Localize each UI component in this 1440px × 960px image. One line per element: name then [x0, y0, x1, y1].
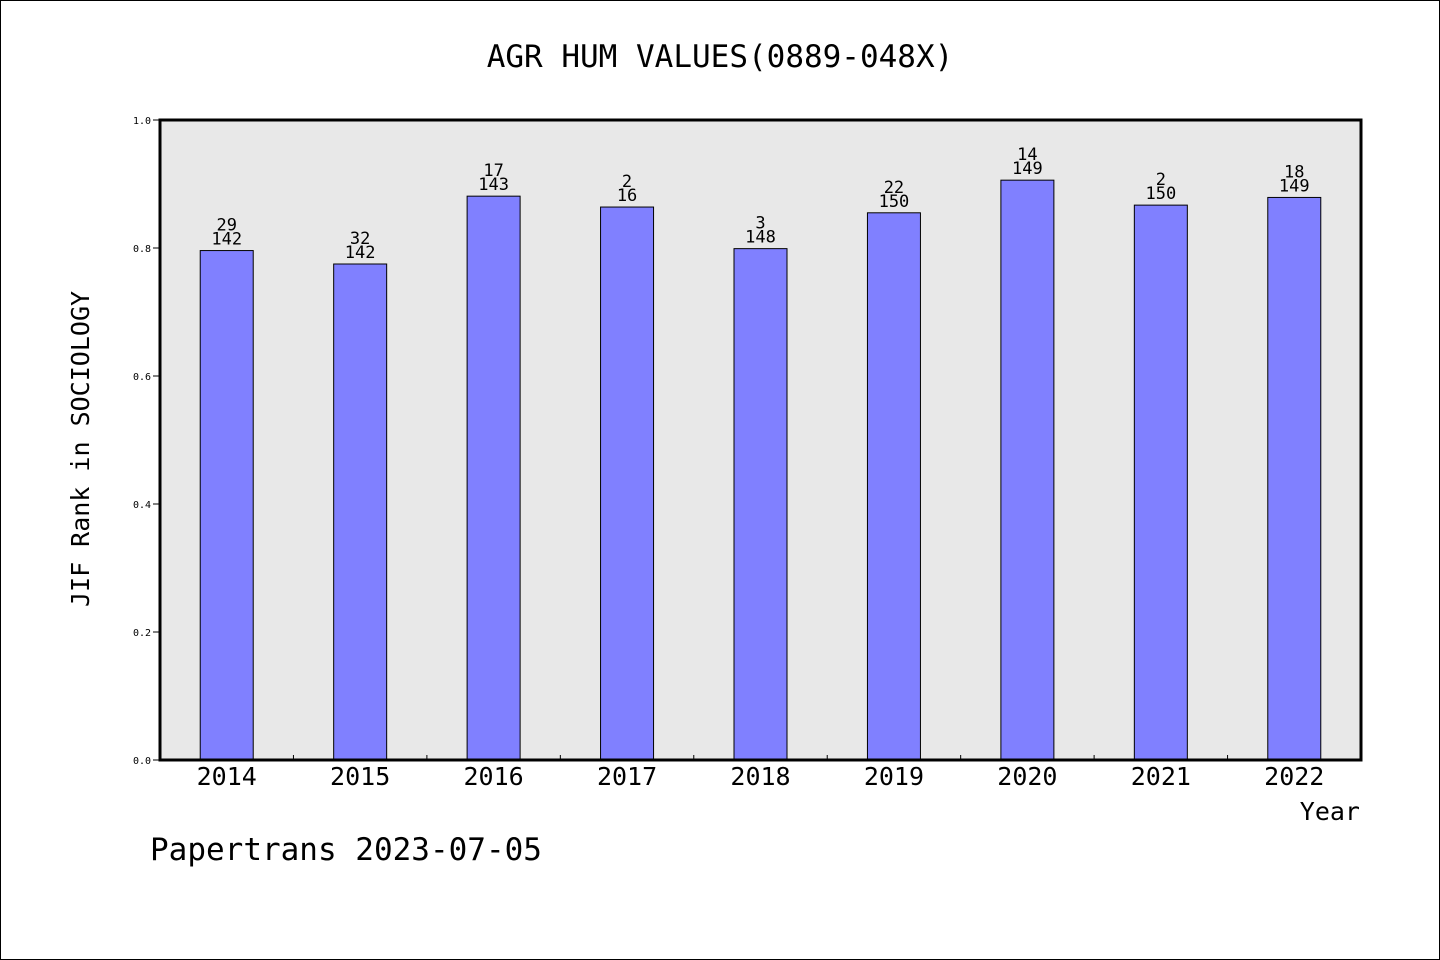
bar-2022 — [1267, 196, 1322, 761]
x-axis-label: Year — [1300, 797, 1360, 826]
bar-total-label: 149 — [1279, 176, 1310, 196]
bar-rank-label: 32 — [350, 229, 370, 249]
plot-border — [158, 118, 1363, 762]
bar-2021 — [1133, 204, 1188, 761]
x-tick-label: 2015 — [330, 762, 390, 791]
y-tick-label: 0.8 — [133, 244, 151, 255]
bar-total-label: 149 — [1012, 159, 1043, 179]
y-tick-label: 0.4 — [133, 500, 151, 511]
bar-rank-label: 29 — [216, 216, 236, 236]
bar-2015 — [333, 263, 388, 761]
x-tick-label: 2017 — [597, 762, 657, 791]
chart-title: AGR HUM VALUES(0889-048X) — [487, 39, 954, 75]
bar-total-label: 142 — [211, 230, 242, 250]
x-tick-label: 2021 — [1131, 762, 1191, 791]
bar-rank-label: 18 — [1284, 162, 1304, 182]
bar-rank-label: 3 — [755, 214, 765, 234]
x-tick-label: 2014 — [197, 762, 257, 791]
x-tick-label: 2016 — [464, 762, 524, 791]
bar-2020 — [1000, 179, 1055, 761]
x-axis: 2014 2015 2016 2017 2018 2019 2020 2021 2022 — [197, 755, 1324, 791]
y-tick-label: 0.6 — [133, 372, 151, 383]
bar-total-label: 148 — [745, 228, 776, 248]
bar-2014 — [199, 250, 254, 761]
y-axis: 0.0 0.2 0.4 0.6 0.8 1.0 — [133, 116, 160, 767]
bar-total-label: 16 — [617, 186, 637, 206]
y-tick-label: 1.0 — [133, 116, 151, 127]
bar-2016 — [466, 195, 521, 761]
x-tick-label: 2020 — [997, 762, 1057, 791]
y-axis-label: JIF Rank in SOCIOLOGY — [66, 291, 95, 607]
bar-rank-label: 2 — [622, 172, 632, 192]
y-tick-label: 0.2 — [133, 628, 151, 639]
bar-rank-label: 14 — [1017, 145, 1037, 165]
bar-2019 — [866, 212, 921, 761]
bar-total-label: 150 — [1145, 184, 1176, 204]
x-tick-label: 2022 — [1264, 762, 1324, 791]
bar-total-label: 143 — [478, 175, 509, 195]
x-tick-label: 2019 — [864, 762, 924, 791]
x-tick-label: 2018 — [730, 762, 790, 791]
bar-2017 — [600, 206, 655, 761]
bar-2018 — [733, 248, 788, 761]
bar-total-label: 142 — [345, 243, 376, 263]
footer-credit: Papertrans 2023-07-05 — [150, 832, 542, 868]
bar-rank-label: 17 — [483, 161, 503, 181]
bar-rank-label: 2 — [1156, 170, 1166, 190]
y-tick-label: 0.0 — [133, 756, 151, 767]
bar-rank-label: 22 — [884, 178, 904, 198]
bar-total-label: 150 — [879, 192, 910, 212]
